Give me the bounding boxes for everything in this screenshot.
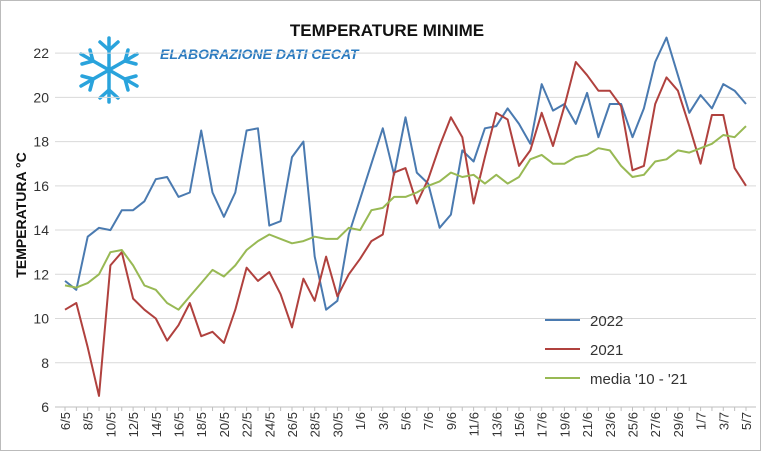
x-tick-label: 20/5: [217, 412, 232, 437]
x-tick-label: 26/5: [285, 412, 300, 437]
x-tick-label: 29/6: [671, 412, 686, 437]
x-tick-label: 7/6: [421, 412, 436, 430]
legend-label: 2021: [590, 342, 623, 359]
x-tick-label: 27/6: [648, 412, 663, 437]
x-tick-label: 1/7: [694, 412, 709, 430]
legend-label: 2022: [590, 313, 623, 330]
x-tick-label: 6/5: [58, 412, 73, 430]
y-tick-label: 12: [33, 266, 49, 282]
x-tick-label: 12/5: [126, 412, 141, 437]
x-tick-label: 5/7: [739, 412, 754, 430]
x-tick-label: 1/6: [353, 412, 368, 430]
y-tick-label: 18: [33, 134, 49, 150]
y-tick-label: 16: [33, 178, 49, 194]
y-tick-label: 6: [41, 399, 49, 415]
series-line: [64, 36, 747, 311]
chart-title: TEMPERATURE MINIME: [290, 21, 484, 40]
x-tick-label: 28/5: [308, 412, 323, 437]
x-tick-label: 21/6: [580, 412, 595, 437]
chart-subtitle: ELABORAZIONE DATI CECAT: [160, 46, 360, 62]
y-axis-label: TEMPERATURA °C: [13, 152, 29, 277]
x-tick-label: 16/5: [172, 412, 187, 437]
x-tick-label: 18/5: [194, 412, 209, 437]
x-tick-label: 17/6: [535, 412, 550, 437]
snowflake-icon: [79, 36, 139, 104]
legend-label: media '10 - '21: [590, 371, 687, 388]
x-tick-label: 3/6: [376, 412, 391, 430]
y-tick-label: 22: [33, 45, 49, 61]
y-tick-label: 20: [33, 89, 49, 105]
x-tick-label: 22/5: [240, 412, 255, 437]
series-line: [64, 61, 747, 397]
y-tick-label: 10: [33, 311, 49, 327]
y-tick-label: 8: [41, 355, 49, 371]
x-tick-label: 23/6: [603, 412, 618, 437]
x-tick-label: 19/6: [557, 412, 572, 437]
x-tick-label: 15/6: [512, 412, 527, 437]
x-tick-label: 13/6: [489, 412, 504, 437]
x-tick-label: 30/5: [330, 412, 345, 437]
series-line: [64, 125, 747, 311]
x-tick-label: 10/5: [103, 412, 118, 437]
y-tick-label: 14: [33, 222, 49, 238]
x-tick-label: 3/7: [716, 412, 731, 430]
x-tick-label: 8/5: [81, 412, 96, 430]
x-tick-label: 9/6: [444, 412, 459, 430]
x-tick-label: 24/5: [262, 412, 277, 437]
x-tick-label: 5/6: [399, 412, 414, 430]
x-tick-label: 14/5: [149, 412, 164, 437]
x-tick-label: 11/6: [467, 412, 482, 436]
x-tick-label: 25/6: [626, 412, 641, 437]
